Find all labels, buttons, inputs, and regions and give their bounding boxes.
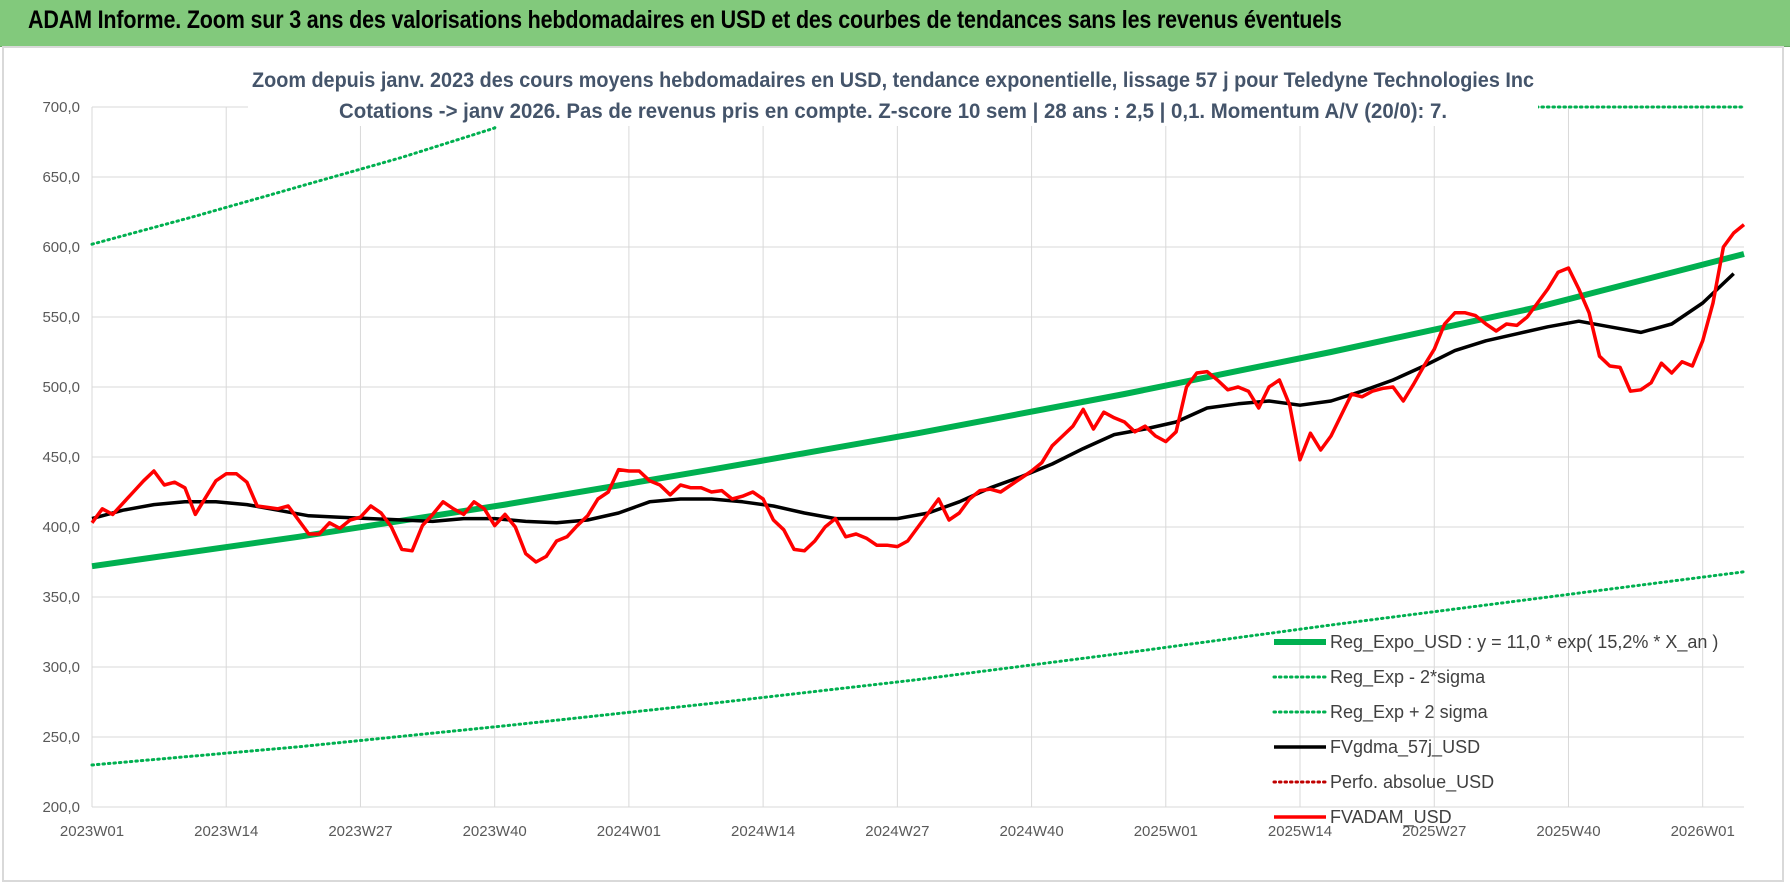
- x-tick-label: 2023W40: [463, 823, 527, 840]
- x-tick-label: 2024W40: [999, 823, 1063, 840]
- x-tick-label: 2025W40: [1536, 823, 1600, 840]
- series-line-1: [90, 570, 1746, 767]
- x-tick-label: 2023W27: [328, 823, 392, 840]
- y-tick-label: 700,0: [42, 99, 80, 116]
- y-tick-label: 350,0: [42, 589, 80, 606]
- x-tick-label: 2024W14: [731, 823, 795, 840]
- y-tick-label: 650,0: [42, 169, 80, 186]
- legend-entry: Perfo. absolue_USD: [1330, 772, 1494, 793]
- grid: [91, 106, 1744, 808]
- x-tick-label: 2024W01: [597, 823, 661, 840]
- y-tick-label: 400,0: [42, 519, 80, 536]
- legend-entry: FVADAM_USD: [1330, 807, 1452, 828]
- x-tick-label: 2025W27: [1402, 823, 1466, 840]
- header-banner: ADAM Informe. Zoom sur 3 ans des valoris…: [0, 0, 1790, 47]
- y-axis: 200,0 250,0 300,0 350,0 400,0 450,0 500,0 550,0…: [42, 99, 80, 816]
- x-tick-label: 2024W27: [865, 823, 929, 840]
- banner-title: ADAM Informe. Zoom sur 3 ans des valoris…: [28, 6, 1342, 34]
- y-tick-label: 550,0: [42, 309, 80, 326]
- series-layer: [90, 105, 1746, 767]
- title-backdrop: [248, 60, 1538, 126]
- y-tick-label: 300,0: [42, 659, 80, 676]
- series-line-2: [90, 105, 1746, 246]
- legend-entry: Reg_Exp - 2*sigma: [1330, 667, 1486, 688]
- legend-entry: FVgdma_57j_USD: [1330, 737, 1480, 758]
- x-tick-label: 2025W14: [1268, 823, 1332, 840]
- y-tick-label: 500,0: [42, 379, 80, 396]
- chart-title-line-2: Cotations -> janv 2026. Pas de revenus p…: [339, 100, 1447, 123]
- series-line-3: [91, 272, 1735, 525]
- legend-entry: Reg_Exp + 2 sigma: [1330, 702, 1489, 723]
- x-tick-label: 2026W01: [1671, 823, 1735, 840]
- chart-title-line-1: Zoom depuis janv. 2023 des cours moyens …: [252, 69, 1534, 92]
- chart-frame: 200,0 250,0 300,0 350,0 400,0 450,0 500,0 550,0…: [2, 46, 1784, 882]
- x-tick-label: 2025W01: [1134, 823, 1198, 840]
- line-chart: 200,0 250,0 300,0 350,0 400,0 450,0 500,0 550,0…: [42, 60, 1746, 840]
- y-tick-label: 450,0: [42, 449, 80, 466]
- series-line-5: [90, 223, 1746, 564]
- x-axis: 2023W01 2023W14 2023W27 2023W40 2024W01 2024W…: [60, 823, 1735, 840]
- x-tick-label: 2023W14: [194, 823, 258, 840]
- legend: Reg_Expo_USD : y = 11,0 * exp( 15,2% * X…: [1272, 632, 1718, 828]
- y-tick-label: 200,0: [42, 799, 80, 816]
- x-tick-label: 2023W01: [60, 823, 124, 840]
- series-line-0: [91, 251, 1745, 570]
- legend-entry: Reg_Expo_USD : y = 11,0 * exp( 15,2% * X…: [1330, 632, 1718, 653]
- y-tick-label: 250,0: [42, 729, 80, 746]
- y-tick-label: 600,0: [42, 239, 80, 256]
